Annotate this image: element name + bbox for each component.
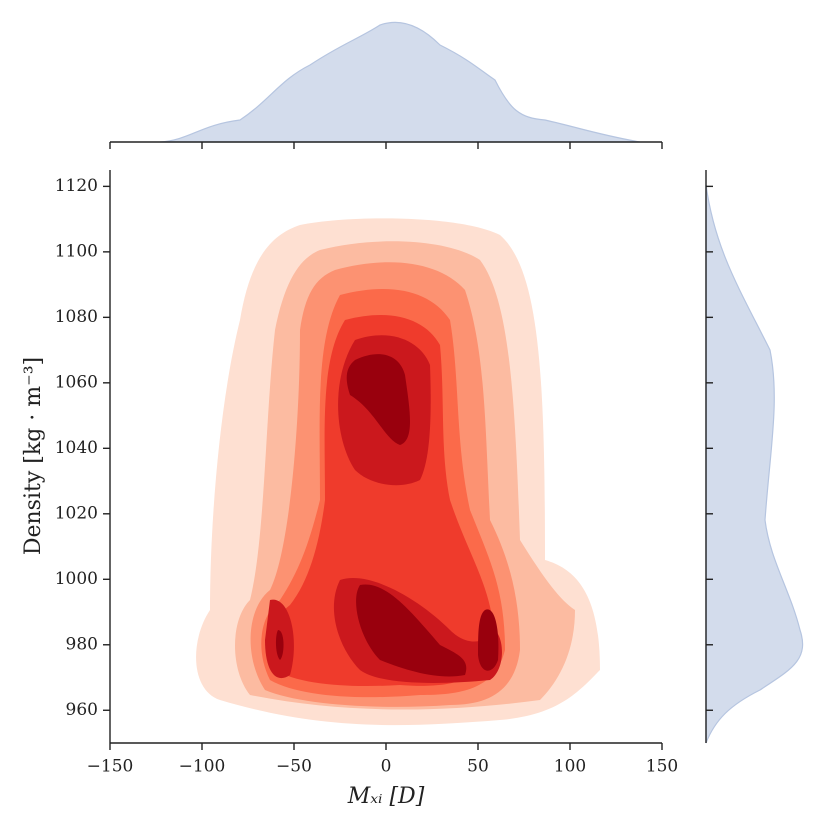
x-tick-label: 150	[646, 757, 678, 777]
y-tick-label: 960	[66, 700, 98, 720]
x-tick-label: 100	[554, 757, 586, 777]
y-tick-label: 1020	[55, 503, 98, 523]
kde-contours	[196, 218, 601, 726]
x-tick-label: −50	[276, 757, 312, 777]
contour-level	[275, 630, 284, 660]
y-tick-label: 1120	[55, 176, 98, 196]
x-tick-label: −150	[87, 757, 134, 777]
y-tick-label: 980	[66, 634, 98, 654]
y-tick-label: 1100	[55, 241, 98, 261]
contour-level	[270, 314, 495, 687]
y-tick-label: 1000	[55, 569, 98, 589]
contour-level	[346, 354, 410, 445]
x-tick-label: 0	[381, 757, 392, 777]
y-axis-label: Density [kg · m⁻³]	[21, 357, 46, 555]
x-marginal-density	[159, 21, 641, 143]
x-tick-label: −100	[179, 757, 226, 777]
x-axis-label: Mₓᵢ [D]	[347, 784, 425, 809]
y-tick-label: 1040	[55, 438, 98, 458]
contour-level	[478, 609, 499, 671]
y-marginal-density	[705, 184, 804, 744]
y-tick-label: 1080	[55, 307, 98, 327]
contour-level	[356, 584, 467, 677]
x-tick-label: 50	[467, 757, 489, 777]
y-tick-label: 1060	[55, 372, 98, 392]
